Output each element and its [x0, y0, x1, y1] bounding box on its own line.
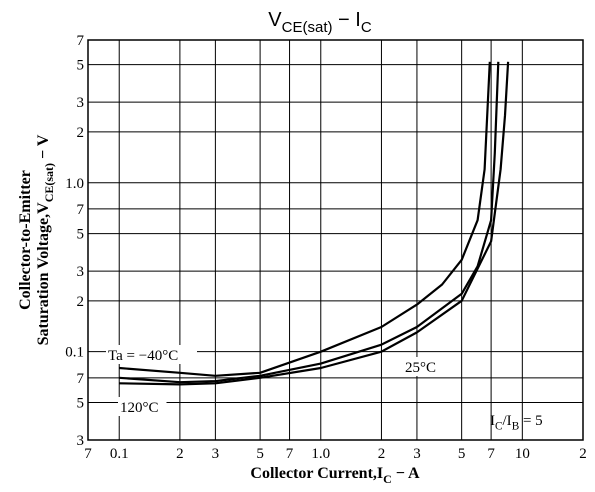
text-part: /I: [503, 413, 512, 429]
y-tick-label: 7: [77, 33, 85, 49]
y-tick-label: 2: [77, 125, 85, 141]
x-tick-label: 3: [212, 446, 220, 462]
series-label: Ta = −40°C: [108, 348, 178, 364]
y-axis-label: Saturation Voltage,VCE(sat) − V: [35, 134, 56, 345]
series-line: [119, 61, 500, 384]
x-tick-label: 2: [579, 446, 587, 462]
text-part: B: [512, 421, 520, 433]
label-bg: [118, 397, 167, 416]
series-line: [119, 61, 510, 386]
text-part: = 5: [519, 413, 542, 429]
y-tick-label: 3: [77, 433, 85, 449]
y-tick-label: 1.0: [65, 176, 84, 192]
x-tick-label: 0.1: [110, 446, 129, 462]
series-label: 25°C: [405, 360, 436, 376]
text-part: Saturation Voltage,V: [35, 202, 52, 346]
label-bg: [403, 357, 443, 376]
x-tick-label: 7: [286, 446, 294, 462]
annotation: IC/IB = 5: [490, 413, 543, 433]
text-part: I: [490, 413, 495, 429]
text-part: Collector Current,I: [250, 465, 383, 482]
text-part: − A: [392, 465, 420, 482]
x-tick-label: 5: [458, 446, 466, 462]
y-tick-label: 7: [77, 371, 85, 387]
text-part: − I: [332, 9, 360, 31]
x-tick-label: 7: [487, 446, 495, 462]
series-line: [119, 61, 491, 377]
y-axis-label: Collector-to-Emitter: [17, 170, 34, 310]
text-part: Collector-to-Emitter: [17, 170, 34, 310]
y-tick-label: 7: [77, 202, 85, 218]
y-tick-label: 5: [77, 396, 85, 412]
x-tick-label: 2: [176, 446, 184, 462]
y-tick-label: 5: [77, 227, 85, 243]
text-part: − V: [35, 134, 52, 163]
y-tick-label: 5: [77, 58, 85, 74]
text-part: V: [268, 9, 282, 31]
y-tick-label: 2: [77, 294, 85, 310]
x-tick-label: 7: [84, 446, 92, 462]
text-part: C: [361, 19, 372, 36]
y-tick-label: 0.1: [65, 345, 84, 361]
text-part: C: [383, 472, 392, 486]
label-bg: [106, 345, 197, 364]
chart-title: VCE(sat) − IC: [268, 9, 372, 36]
text-part: C: [495, 421, 503, 433]
x-axis-label: Collector Current,IC − A: [250, 465, 420, 486]
y-tick-label: 3: [77, 264, 85, 280]
text-part: CE(sat): [42, 163, 56, 202]
x-tick-label: 2: [378, 446, 386, 462]
series-label: 120°C: [120, 400, 159, 416]
x-tick-label: 1.0: [311, 446, 330, 462]
x-tick-label: 3: [413, 446, 421, 462]
x-tick-label: 10: [515, 446, 530, 462]
text-part: CE(sat): [282, 19, 333, 36]
y-tick-label: 3: [77, 95, 85, 111]
x-tick-label: 5: [256, 446, 264, 462]
